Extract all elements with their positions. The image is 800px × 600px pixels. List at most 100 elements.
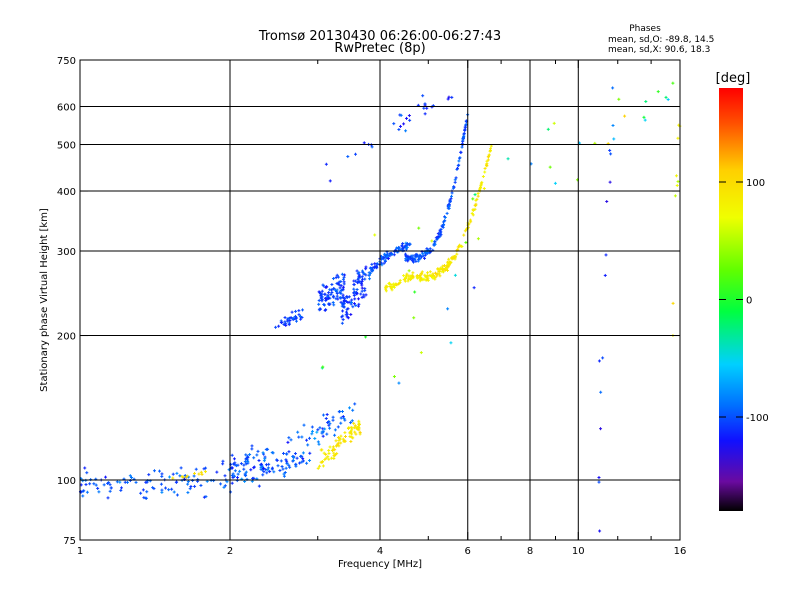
data-point bbox=[358, 430, 362, 434]
data-point bbox=[455, 252, 459, 256]
data-point bbox=[115, 480, 119, 484]
data-point bbox=[423, 112, 427, 116]
data-point bbox=[408, 276, 412, 280]
data-point bbox=[321, 464, 325, 468]
data-point bbox=[456, 245, 460, 249]
data-point bbox=[294, 462, 298, 466]
data-point bbox=[448, 200, 452, 204]
data-point bbox=[321, 430, 325, 434]
x-tick-label: 8 bbox=[527, 546, 533, 557]
data-point bbox=[306, 443, 310, 447]
data-point bbox=[405, 116, 409, 120]
data-point bbox=[94, 483, 98, 487]
data-point bbox=[360, 275, 364, 279]
data-point bbox=[318, 426, 322, 430]
data-point bbox=[141, 488, 145, 492]
data-point bbox=[197, 472, 201, 476]
data-point bbox=[425, 106, 429, 110]
x-tick-label: 6 bbox=[465, 546, 471, 557]
data-point bbox=[323, 308, 327, 312]
data-point bbox=[343, 418, 347, 422]
data-point bbox=[355, 427, 359, 431]
data-point bbox=[671, 81, 675, 85]
data-point bbox=[219, 482, 223, 486]
data-point bbox=[446, 307, 450, 311]
data-point bbox=[324, 416, 328, 420]
data-point bbox=[249, 468, 253, 472]
data-point bbox=[412, 257, 416, 261]
data-point bbox=[158, 469, 162, 473]
data-point bbox=[388, 252, 392, 256]
data-point bbox=[642, 115, 646, 119]
data-point bbox=[357, 280, 361, 284]
data-point bbox=[231, 476, 235, 480]
data-point bbox=[346, 300, 350, 304]
data-point bbox=[363, 277, 367, 281]
data-point bbox=[160, 474, 164, 478]
data-point bbox=[295, 316, 299, 320]
data-point bbox=[445, 211, 449, 215]
data-point bbox=[608, 180, 612, 184]
data-point bbox=[106, 496, 110, 500]
data-point bbox=[317, 308, 321, 312]
data-point bbox=[204, 466, 208, 470]
data-point bbox=[244, 470, 248, 474]
data-point bbox=[392, 122, 396, 126]
data-point bbox=[204, 470, 208, 474]
data-point bbox=[395, 246, 399, 250]
data-point bbox=[419, 271, 423, 275]
data-point bbox=[327, 457, 331, 461]
data-point bbox=[340, 304, 344, 308]
y-tick-label: 600 bbox=[57, 103, 76, 114]
data-point bbox=[316, 466, 320, 470]
phase-info: Phases mean, sd,O: -89.8, 14.5 mean, sd,… bbox=[608, 24, 714, 55]
data-point bbox=[438, 267, 442, 271]
data-point bbox=[373, 265, 377, 269]
data-point bbox=[386, 257, 390, 261]
data-point bbox=[348, 435, 352, 439]
title-block: Tromsø 20130430 06:26:00-06:27:43 RwPret… bbox=[258, 29, 501, 56]
data-point bbox=[323, 303, 327, 307]
data-point bbox=[286, 319, 290, 323]
data-point bbox=[481, 175, 485, 179]
x-tick-label: 4 bbox=[377, 546, 383, 557]
data-point bbox=[356, 276, 360, 280]
data-point bbox=[362, 271, 366, 275]
data-point bbox=[310, 429, 314, 433]
data-point bbox=[331, 287, 335, 291]
data-point bbox=[390, 252, 394, 256]
data-point bbox=[323, 296, 327, 300]
data-point bbox=[352, 283, 356, 287]
data-point bbox=[252, 456, 256, 460]
data-point bbox=[328, 179, 332, 183]
data-point bbox=[81, 494, 85, 498]
data-point bbox=[546, 127, 550, 131]
data-point bbox=[341, 287, 345, 291]
data-point bbox=[287, 450, 291, 454]
data-point bbox=[598, 529, 602, 533]
data-point bbox=[341, 414, 345, 418]
data-point bbox=[351, 305, 355, 309]
data-point bbox=[487, 153, 491, 157]
data-point bbox=[674, 174, 678, 178]
data-point bbox=[548, 165, 552, 169]
data-point bbox=[414, 254, 418, 258]
data-point bbox=[476, 237, 480, 241]
colorbar: [deg] 100 0 -100 bbox=[716, 71, 769, 511]
data-point bbox=[421, 254, 425, 258]
data-point bbox=[488, 148, 492, 152]
data-point bbox=[83, 466, 87, 470]
data-point bbox=[395, 283, 399, 287]
data-point bbox=[315, 430, 319, 434]
data-point bbox=[412, 316, 416, 320]
data-point bbox=[458, 156, 462, 160]
data-point bbox=[239, 462, 243, 466]
data-point bbox=[307, 436, 311, 440]
data-point bbox=[230, 474, 234, 478]
data-point bbox=[194, 467, 198, 471]
data-point bbox=[328, 426, 332, 430]
data-point bbox=[270, 466, 274, 470]
data-point bbox=[369, 266, 373, 270]
data-point bbox=[343, 431, 347, 435]
x-axis-ticks: 1 2 4 6 8 10 16 bbox=[77, 60, 686, 557]
